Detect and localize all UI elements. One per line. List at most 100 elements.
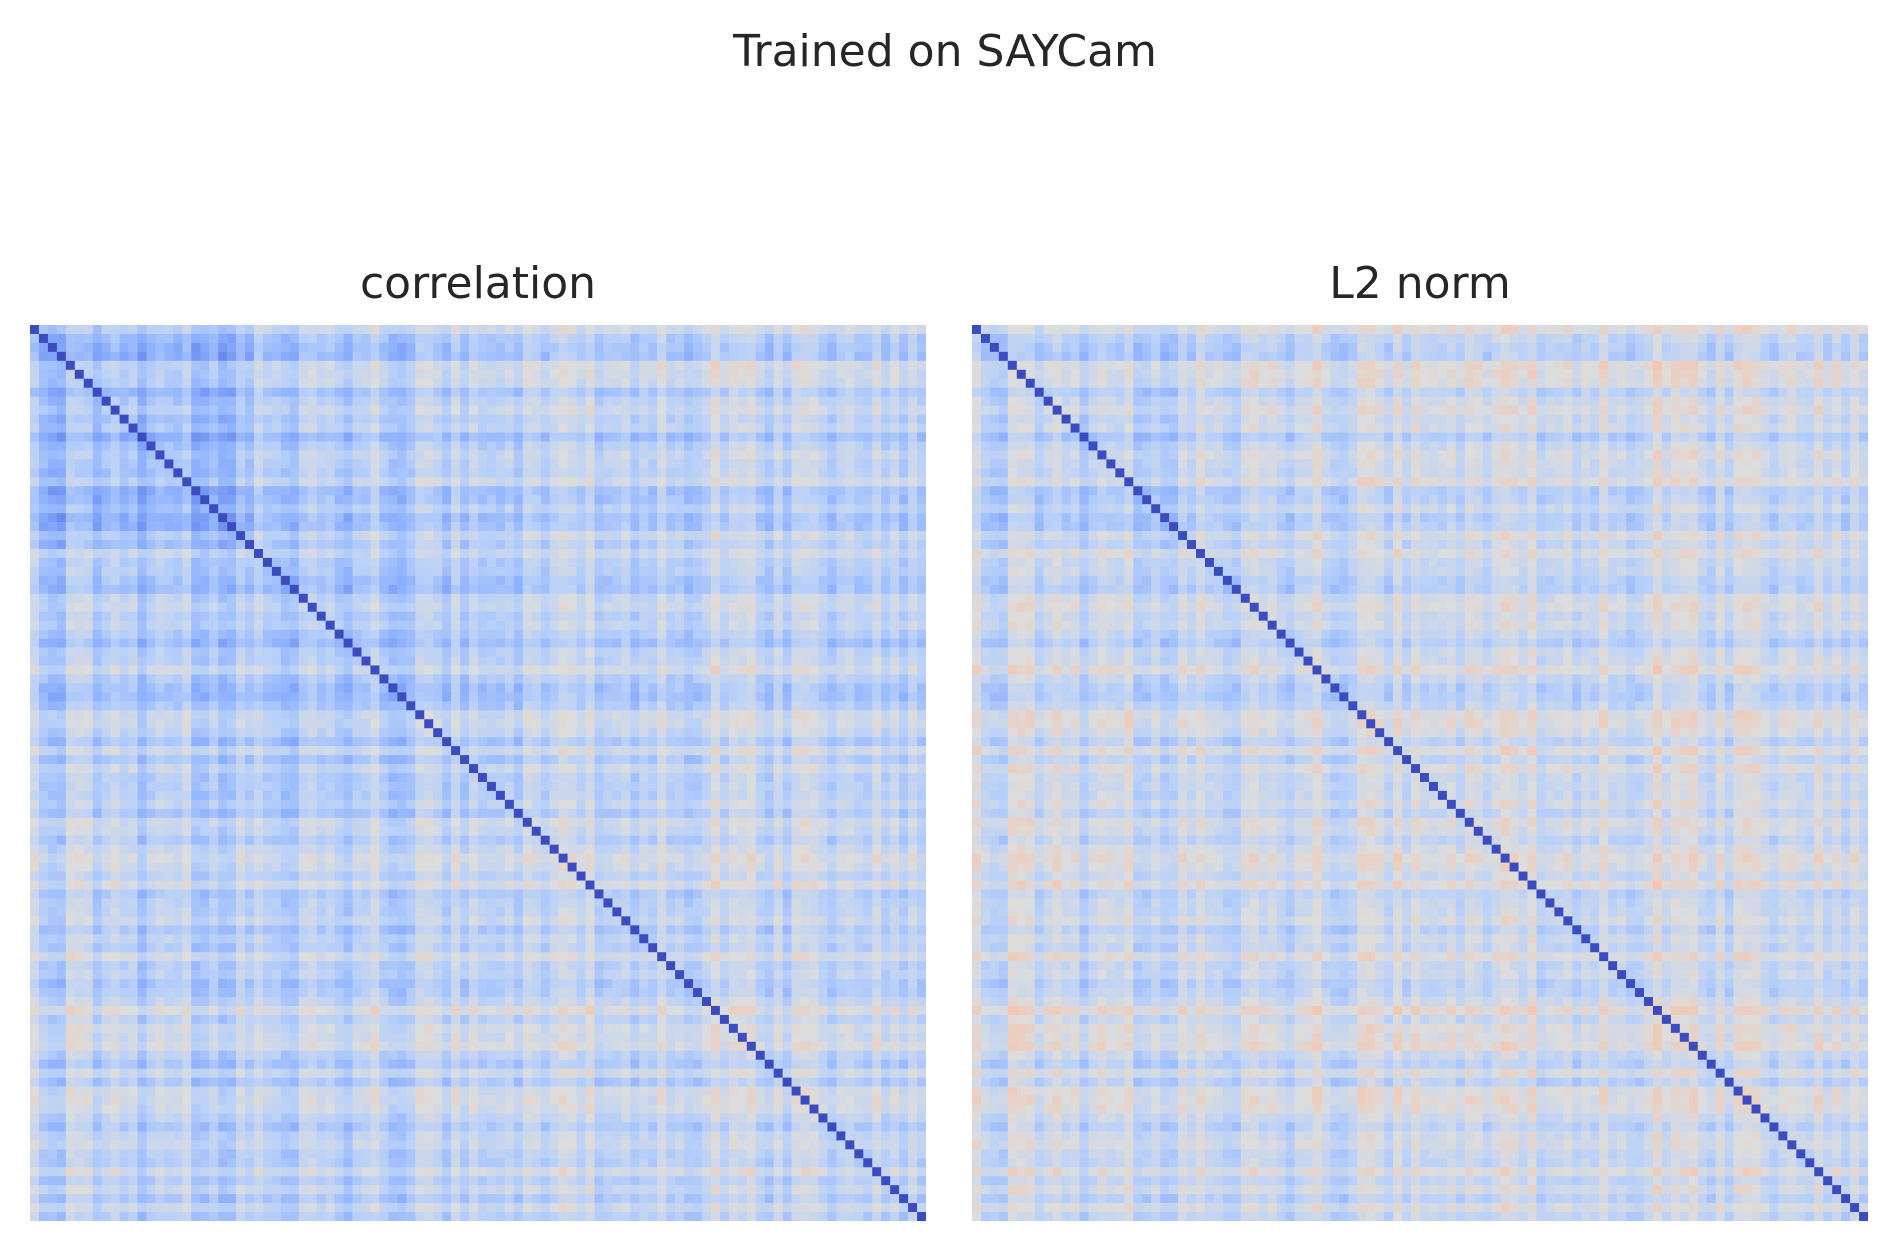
heatmap-cell	[854, 549, 864, 559]
heatmap-cell	[657, 414, 667, 424]
heatmap-cell	[370, 557, 380, 568]
heatmap-cell	[522, 522, 533, 532]
heatmap-cell	[917, 549, 926, 559]
heatmap-cell	[56, 638, 67, 648]
heatmap-cell	[648, 629, 658, 639]
heatmap-cell	[370, 710, 380, 720]
heatmap-cell	[737, 351, 748, 362]
heatmap-cell	[630, 531, 640, 541]
heatmap-cell	[325, 540, 335, 550]
heatmap-cell	[83, 396, 94, 406]
heatmap-cell	[657, 638, 667, 648]
heatmap-cell	[540, 351, 550, 362]
heatmap-cell	[522, 360, 533, 371]
heatmap-cell	[74, 468, 85, 478]
heatmap-cell	[280, 656, 291, 666]
heatmap-cell	[773, 477, 783, 487]
heatmap-cell	[872, 540, 882, 550]
heatmap-cell	[325, 378, 335, 389]
heatmap-cell	[137, 333, 147, 344]
heatmap-cell	[227, 531, 237, 541]
heatmap-cell	[146, 540, 156, 550]
heatmap-cell	[845, 701, 855, 711]
heatmap-cell	[899, 566, 909, 577]
heatmap-cell	[307, 557, 318, 568]
heatmap-cell	[30, 522, 40, 532]
heatmap-cell	[182, 764, 192, 774]
heatmap-cell	[818, 611, 828, 621]
heatmap-cell	[56, 405, 67, 415]
heatmap-cell	[657, 477, 667, 487]
heatmap-cell	[65, 531, 76, 541]
heatmap-cell	[30, 369, 40, 380]
heatmap-cell	[737, 423, 748, 433]
heatmap-cell	[603, 531, 613, 541]
heatmap-cell	[469, 629, 479, 639]
heatmap-cell	[56, 423, 67, 433]
heatmap-cell	[388, 369, 398, 380]
heatmap-cell	[782, 620, 792, 630]
heatmap-cell	[370, 566, 380, 577]
heatmap-cell	[146, 477, 156, 487]
heatmap-cell	[316, 495, 326, 505]
heatmap-cell	[370, 602, 380, 613]
heatmap-cell	[782, 683, 792, 693]
heatmap-cell	[56, 342, 67, 353]
heatmap-cell	[397, 504, 407, 514]
heatmap-cell	[451, 629, 461, 639]
heatmap-cell	[200, 423, 210, 433]
heatmap-cell	[200, 692, 210, 702]
heatmap-cell	[639, 333, 649, 344]
heatmap-cell	[719, 504, 730, 514]
heatmap-cell	[540, 513, 550, 523]
heatmap-cell	[47, 737, 58, 747]
heatmap-cell	[271, 351, 282, 362]
heatmap-cell	[737, 468, 748, 478]
heatmap-cell	[254, 584, 264, 595]
heatmap-cell	[155, 575, 165, 586]
heatmap-cell	[164, 468, 174, 478]
heatmap-cell	[872, 629, 882, 639]
heatmap-cell	[146, 414, 156, 424]
heatmap-cell	[155, 710, 165, 720]
heatmap-cell	[845, 459, 855, 469]
heatmap-cell	[845, 468, 855, 478]
heatmap-cell	[388, 737, 398, 747]
heatmap-cell	[289, 692, 300, 702]
heatmap-cell	[872, 432, 882, 442]
heatmap-cell	[728, 584, 739, 595]
heatmap-cell	[191, 414, 201, 424]
heatmap-cell	[388, 593, 398, 604]
heatmap-cell	[612, 540, 622, 550]
heatmap-cell	[316, 764, 326, 774]
heatmap-cell	[666, 405, 676, 415]
heatmap-cell	[316, 378, 326, 389]
heatmap-cell	[728, 414, 739, 424]
heatmap-cell	[119, 575, 129, 586]
heatmap-cell	[469, 746, 479, 756]
heatmap-cell	[746, 450, 757, 460]
heatmap-cell	[379, 342, 389, 353]
heatmap-cell	[478, 638, 488, 648]
heatmap-cell	[334, 342, 344, 353]
heatmap-cell	[424, 584, 434, 595]
heatmap-cell	[146, 396, 156, 406]
heatmap-cell	[737, 342, 748, 353]
heatmap-cell	[719, 432, 730, 442]
heatmap-cell	[603, 540, 613, 550]
heatmap-cell	[648, 692, 658, 702]
heatmap-cell	[585, 477, 595, 487]
heatmap-cell	[495, 441, 506, 451]
heatmap-cell	[746, 369, 757, 380]
heatmap-cell	[809, 351, 819, 362]
heatmap-cell	[379, 629, 389, 639]
heatmap-cell	[280, 620, 291, 630]
heatmap-cell	[254, 405, 264, 415]
heatmap-cell	[433, 719, 443, 729]
heatmap-cell	[236, 459, 246, 469]
heatmap-cell	[218, 450, 228, 460]
heatmap-cell	[728, 549, 739, 559]
heatmap-cell	[119, 710, 129, 720]
heatmap-cell	[30, 405, 40, 415]
heatmap-cell	[397, 477, 407, 487]
